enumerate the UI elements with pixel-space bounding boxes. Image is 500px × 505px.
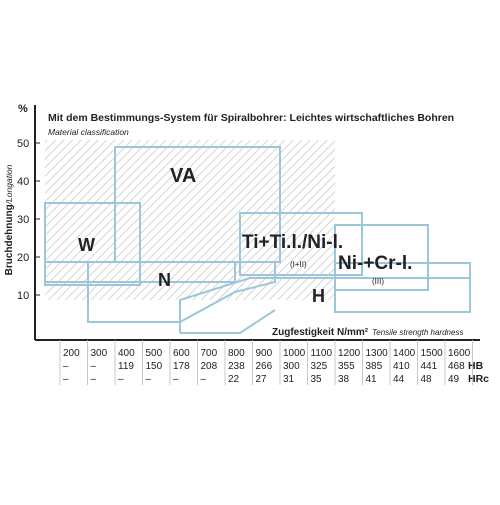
table-cell: –	[146, 374, 152, 385]
table-cell: 35	[311, 374, 323, 385]
y-tick-label: 30	[17, 214, 29, 226]
table-cell: –	[173, 374, 179, 385]
table-cell: –	[201, 374, 207, 385]
x-label: Zugfestigkeit N/mm² Tensile strength hard…	[272, 327, 463, 338]
region-label: H	[312, 286, 325, 306]
region-ni	[334, 224, 429, 291]
table-cell: 200	[63, 348, 80, 359]
hrc-label: HRc	[468, 373, 489, 385]
table-cell: 1500	[421, 348, 444, 359]
table-cell: 500	[146, 348, 163, 359]
subtitle: Material classification	[48, 127, 129, 137]
title: Mit dem Bestimmungs-System für Spiralboh…	[48, 112, 454, 124]
table-cell: 468	[448, 361, 465, 372]
region-label: Ti+Ti.l./Ni-l.	[242, 232, 343, 253]
region-n-top	[44, 261, 236, 283]
table-cell: 27	[256, 374, 268, 385]
table-cell: 1000	[283, 348, 306, 359]
table-cell: 400	[118, 348, 135, 359]
region-label: N	[158, 270, 171, 290]
table-cell: –	[63, 374, 69, 385]
table-cell: 31	[283, 374, 295, 385]
table-cell: 178	[173, 361, 190, 372]
table-cell: 49	[448, 374, 460, 385]
table-cell: 48	[421, 374, 433, 385]
table-cell: 1100	[311, 348, 333, 359]
table-cell: 441	[421, 361, 438, 372]
table-cell: 238	[228, 361, 245, 372]
table-cell: 700	[201, 348, 218, 359]
table-cell: 266	[256, 361, 273, 372]
table-cell: 600	[173, 348, 190, 359]
table-cell: 1200	[338, 348, 361, 359]
table-cell: –	[91, 374, 97, 385]
table-cell: 208	[201, 361, 218, 372]
region-label: W	[78, 235, 95, 255]
table-cell: 1400	[393, 348, 416, 359]
table-cell: 410	[393, 361, 410, 372]
region-label: Ni-+Cr-l.	[338, 253, 412, 274]
y-tick-label: 40	[17, 176, 29, 188]
table-cell: 44	[393, 374, 405, 385]
region-w	[44, 202, 141, 286]
table-cell: –	[91, 361, 97, 372]
region-note: (III)	[372, 277, 384, 286]
table-cell: 300	[283, 361, 300, 372]
table-cell: 385	[366, 361, 383, 372]
table-cell: 22	[228, 374, 240, 385]
hb-label: HB	[468, 360, 484, 372]
table-cell: 900	[256, 348, 273, 359]
y-unit: %	[18, 103, 28, 115]
table-cell: 119	[118, 361, 134, 372]
region-note: (I+II)	[290, 260, 307, 269]
region-label: VA	[170, 165, 196, 187]
table-cell: 41	[366, 374, 378, 385]
table-cell: –	[63, 361, 69, 372]
region-h	[179, 262, 471, 334]
table-cell: 1600	[448, 348, 471, 359]
y-tick-label: 50	[17, 138, 29, 150]
y-tick-label: 20	[17, 252, 29, 264]
table-cell: 325	[311, 361, 328, 372]
table-cell: 1300	[366, 348, 389, 359]
table-cell: 800	[228, 348, 245, 359]
table-cell: 38	[338, 374, 350, 385]
y-tick-label: 10	[17, 290, 29, 302]
region-ti	[239, 212, 363, 276]
table-cell: 355	[338, 361, 355, 372]
table-cell: 150	[146, 361, 163, 372]
y-label: Bruchdehnung/Longation	[4, 164, 15, 275]
table-cell: 300	[91, 348, 108, 359]
hatch-area	[45, 140, 335, 300]
table-cell: –	[118, 374, 124, 385]
